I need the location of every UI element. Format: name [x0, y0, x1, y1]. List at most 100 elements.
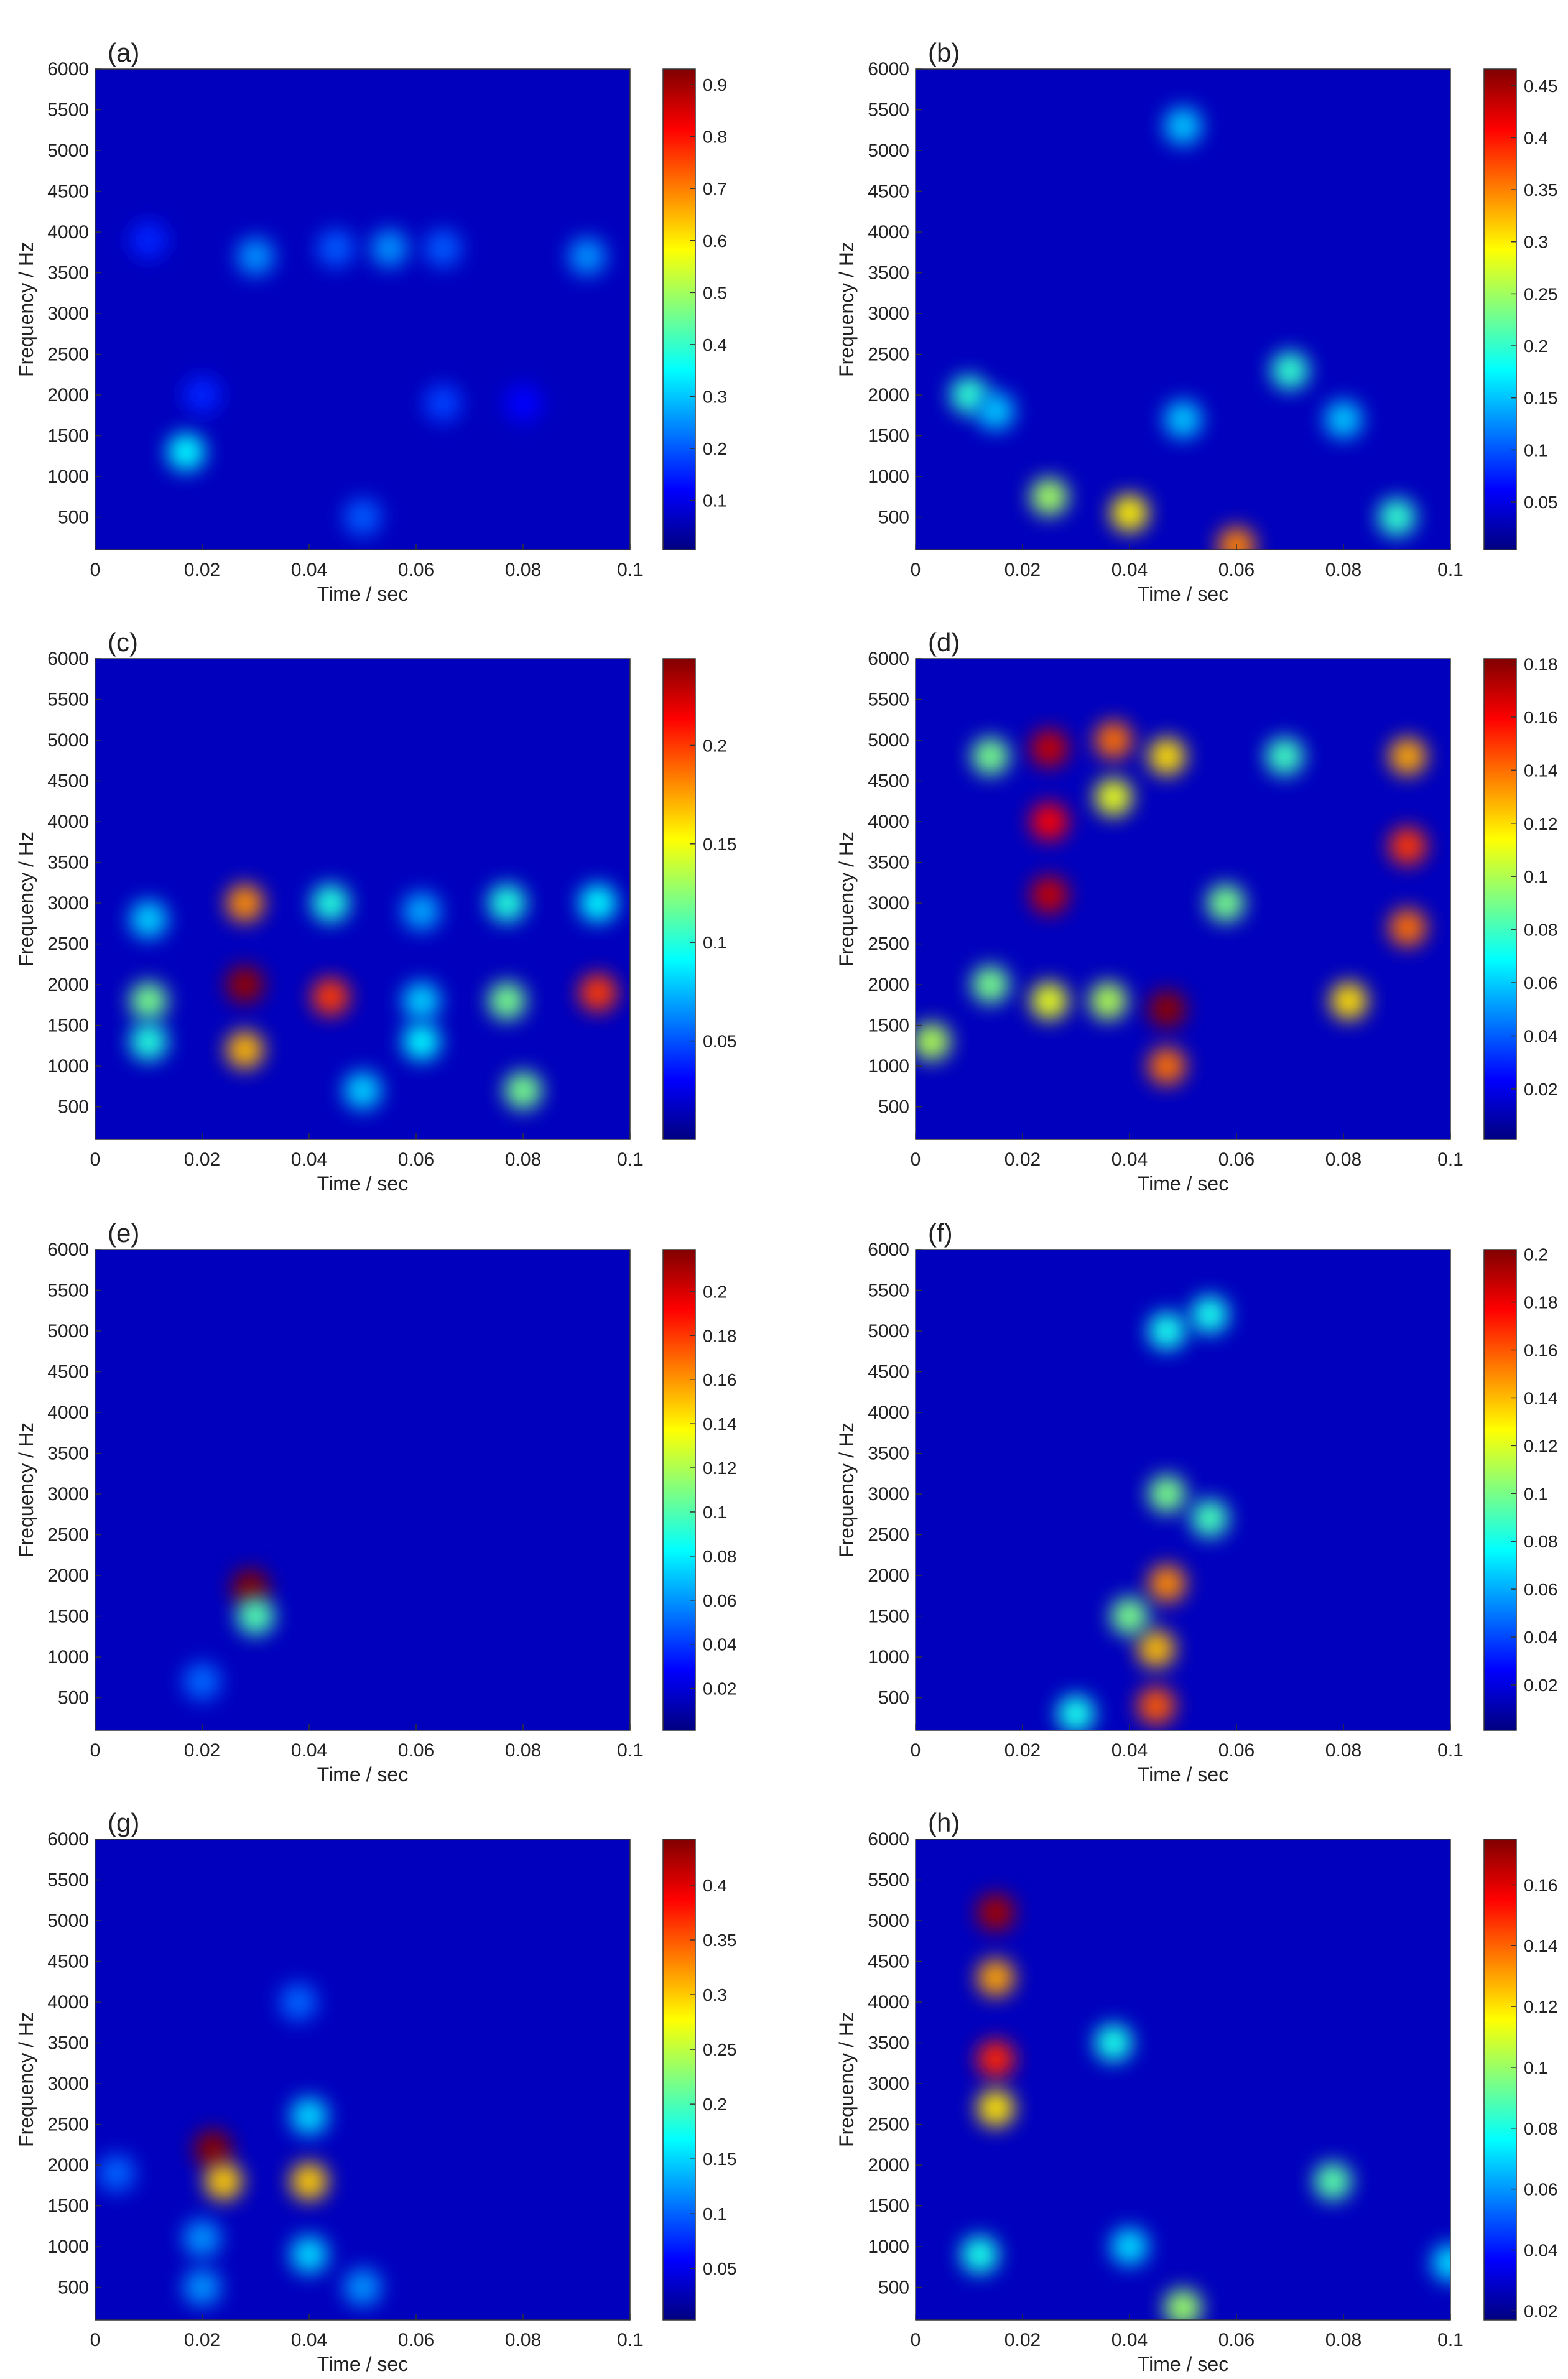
colorbar-tick-label: 0.4	[703, 1876, 727, 1895]
heat-spot	[317, 230, 355, 267]
heat-spot	[312, 978, 350, 1016]
panel-label: (h)	[928, 1808, 960, 1837]
heat-layer	[129, 221, 606, 536]
heat-spot	[424, 230, 462, 267]
y-tick-label: 5000	[47, 1321, 89, 1342]
x-tick-label: 0.02	[184, 2330, 220, 2350]
heat-spot	[1207, 884, 1245, 922]
x-tick-label: 0.04	[291, 2330, 327, 2350]
heat-spot	[370, 230, 409, 267]
colorbar-tick-label: 0.2	[703, 439, 727, 458]
y-tick-label: 4000	[868, 222, 909, 243]
y-tick-label: 3500	[47, 1444, 89, 1464]
heat-spot	[916, 1023, 950, 1060]
plot-frame	[915, 1249, 1451, 1731]
y-tick-label: 6000	[868, 649, 909, 669]
colorbar-tick-label: 0.3	[703, 387, 727, 406]
heat-spot	[1324, 401, 1363, 438]
colorbar-tick-label: 0.8	[703, 128, 727, 147]
colorbar-tick-label: 0.7	[703, 179, 727, 198]
colorbar-tick-label: 0.2	[703, 736, 727, 755]
heat-spot	[236, 1597, 275, 1635]
heat-spot	[226, 1031, 264, 1069]
x-tick-label: 0.08	[1325, 2330, 1362, 2350]
heat-spot	[402, 982, 440, 1020]
heat-spot	[343, 498, 382, 536]
x-tick-label: 0.08	[505, 560, 541, 580]
colorbar-tick-label: 0.12	[1524, 1997, 1558, 2016]
y-tick-label: 5000	[868, 1911, 909, 1931]
y-tick-label: 2000	[868, 975, 909, 995]
colorbar	[1483, 658, 1517, 1140]
plot-frame	[95, 1839, 631, 2321]
heat-spot	[1148, 1047, 1186, 1085]
x-tick-label: 0.1	[617, 2330, 643, 2350]
x-tick-label: 0.04	[291, 1149, 327, 1170]
colorbar	[1483, 68, 1517, 550]
x-axis-label: Time / sec	[1138, 583, 1228, 605]
heat-spot	[1389, 827, 1427, 865]
y-tick-label: 2500	[868, 1525, 909, 1546]
y-tick-label: 5000	[47, 1911, 89, 1931]
heat-spot	[488, 982, 526, 1020]
x-tick-label: 0.06	[1218, 1740, 1255, 1761]
heat-spot	[183, 1663, 221, 1700]
plot-area	[95, 659, 630, 1139]
y-axis-label: Frequency / Hz	[835, 2012, 858, 2147]
y-tick-label: 2000	[868, 385, 909, 406]
heat-spot	[231, 1569, 269, 1607]
y-tick-label: 3500	[47, 2033, 89, 2054]
x-tick-label: 0.1	[1437, 560, 1464, 580]
x-tick-label: 0	[90, 560, 101, 580]
heat-spot	[1190, 1500, 1229, 1537]
y-tick-label: 4500	[47, 1362, 89, 1383]
heat-spot	[1330, 982, 1368, 1020]
y-tick-label: 5500	[47, 690, 89, 710]
heat-spot	[972, 965, 1009, 1004]
y-tick-label: 3500	[868, 853, 909, 873]
heat-spot	[1148, 1475, 1186, 1513]
heat-spot	[402, 1023, 440, 1060]
y-axis-label: Frequency / Hz	[835, 1422, 858, 1557]
plot-frame	[915, 68, 1451, 550]
y-tick-label: 500	[58, 1688, 89, 1709]
colorbar-tick-label: 0.06	[1524, 1580, 1558, 1599]
x-tick-label: 0.04	[291, 1740, 327, 1761]
colorbar-tick-label: 0.06	[1524, 2180, 1558, 2199]
y-tick-label: 1000	[868, 2237, 909, 2257]
y-tick-label: 4000	[868, 1992, 909, 2013]
x-tick-label: 0	[911, 1740, 921, 1761]
y-tick-label: 2000	[47, 975, 89, 995]
x-tick-label: 0	[911, 560, 921, 580]
colorbar-tick-label: 0.04	[1524, 2240, 1558, 2260]
colorbar-tick-label: 0.04	[1524, 1026, 1558, 1046]
heat-spot	[1137, 1630, 1176, 1668]
x-tick-label: 0	[90, 1740, 101, 1761]
panel: 0 0.02 0.04 0.06 0.08 0.1 500 1000 1500 2000 2500 3…	[15, 628, 737, 1195]
colorbar-tick-label: 0.25	[1524, 284, 1558, 304]
panel: 0 0.02 0.04 0.06 0.08 0.1 500 1000 1500 2000 2500 3…	[15, 1218, 737, 1786]
y-axis-label: Frequency / Hz	[15, 832, 37, 967]
colorbar-tick-label: 0.14	[1524, 1388, 1558, 1407]
plot-frame	[915, 1839, 1451, 2321]
x-tick-label: 0.1	[1437, 1740, 1464, 1761]
heat-layer	[961, 1893, 1450, 2320]
y-tick-label: 4500	[868, 1362, 909, 1383]
y-tick-label: 1500	[868, 2196, 909, 2217]
plot-frame	[95, 658, 631, 1140]
x-axis-label: Time / sec	[1138, 2353, 1228, 2375]
panel: 0 0.02 0.04 0.06 0.08 0.1 500 1000 1500 2000 2500 3…	[15, 38, 727, 605]
y-tick-label: 3000	[47, 2074, 89, 2094]
x-tick-label: 0.08	[1325, 560, 1362, 580]
y-tick-label: 5500	[868, 1281, 909, 1301]
y-tick-label: 500	[58, 1097, 89, 1118]
y-tick-label: 1000	[47, 1647, 89, 1667]
colorbar-tick-label: 0.45	[1524, 77, 1558, 96]
x-tick-label: 0.02	[1004, 560, 1041, 580]
heat-spot	[1110, 494, 1149, 532]
y-tick-label: 3000	[868, 1484, 909, 1505]
heat-spot	[129, 1023, 168, 1060]
panel: 0 0.02 0.04 0.06 0.08 0.1 500 1000 1500 2000 2500 3…	[15, 1808, 737, 2375]
heat-spot	[236, 238, 275, 276]
y-tick-label: 2500	[868, 345, 909, 365]
